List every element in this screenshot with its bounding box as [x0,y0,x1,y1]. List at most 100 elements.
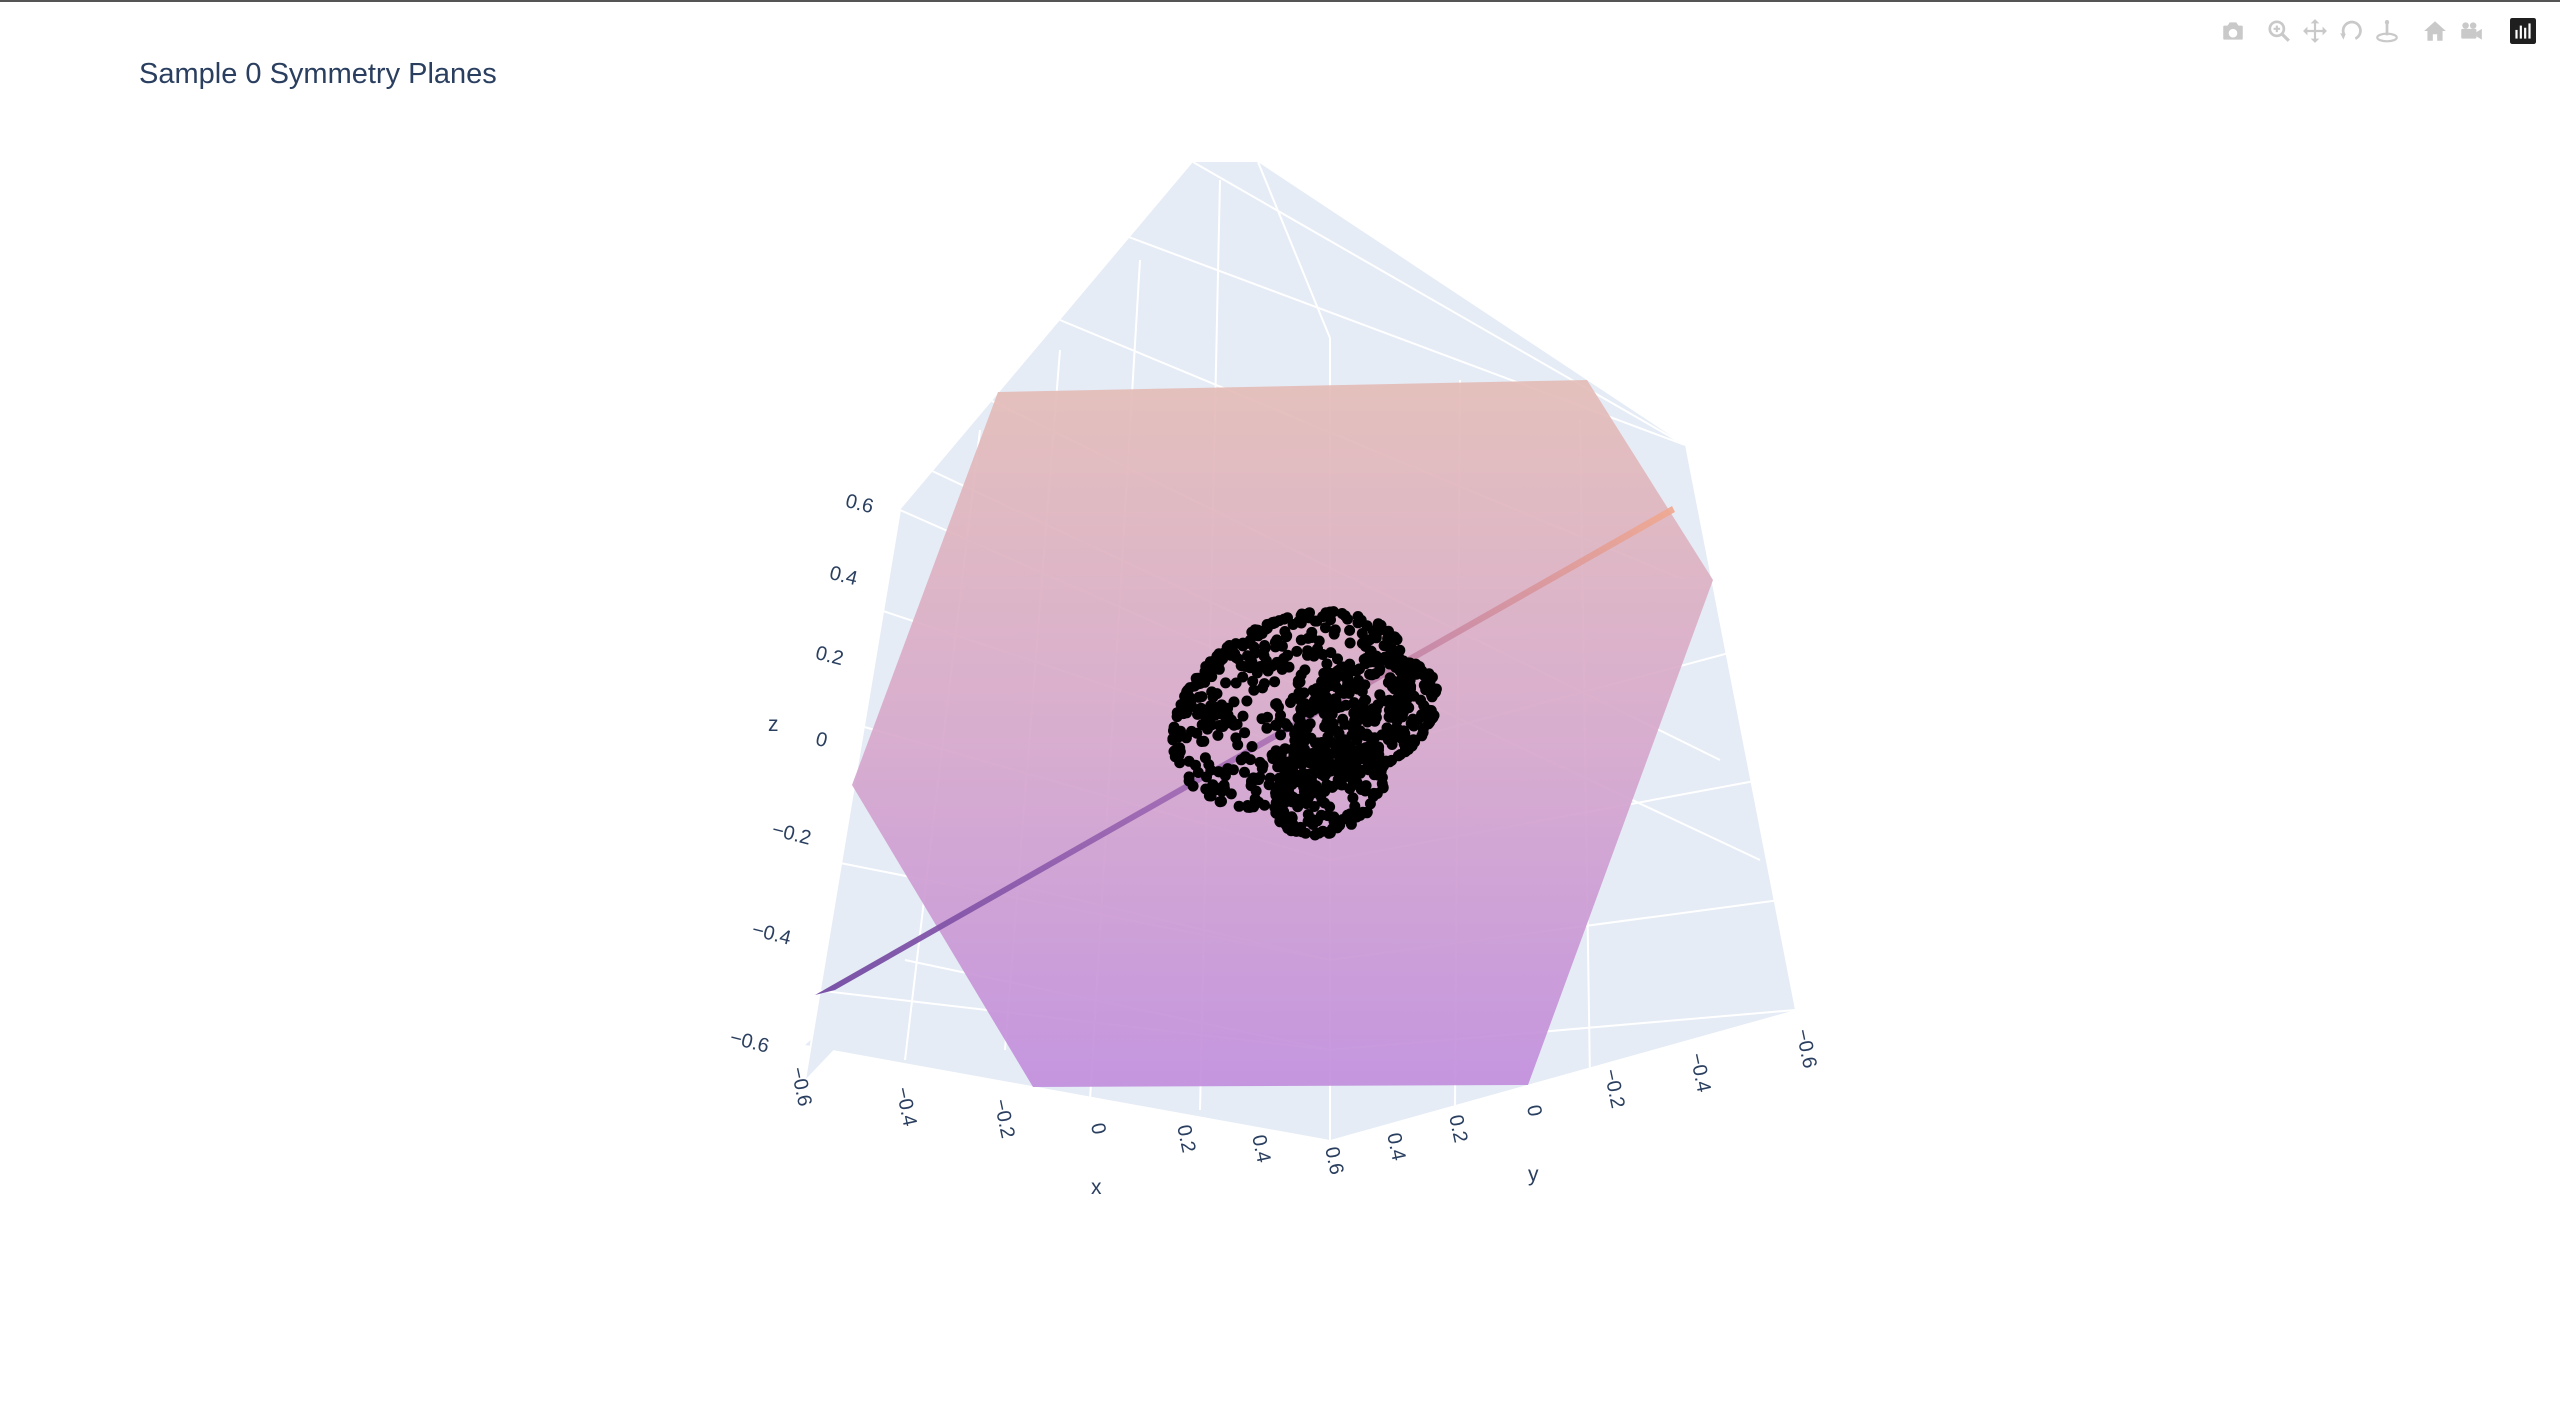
point-marker [1344,624,1356,636]
point-marker [1227,764,1239,776]
point-marker [1225,788,1237,800]
point-marker [1256,628,1268,639]
point-marker [1328,679,1340,690]
top-border [0,0,2560,2]
point-marker [1346,729,1358,741]
point-marker [1338,687,1350,699]
point-marker [1242,800,1254,811]
point-marker [1340,663,1351,674]
point-marker [1332,653,1343,665]
x-tick-label: −0.2 [989,1097,1019,1140]
x-tick-label: 0.4 [1247,1133,1274,1165]
point-marker [1373,620,1385,631]
point-marker [1349,800,1361,812]
point-marker [1228,696,1240,708]
camera-icon[interactable] [2216,14,2250,48]
point-marker [1299,785,1311,797]
zoom-icon[interactable] [2262,14,2296,48]
point-marker [1274,714,1286,726]
point-marker [1259,799,1270,811]
point-marker [1210,654,1222,666]
point-marker [1324,801,1336,813]
z-axis-title: z [768,713,779,736]
orbit-rotation-icon[interactable] [2334,14,2368,48]
point-marker [1275,729,1287,741]
point-marker [1237,710,1249,722]
z-tick-label: 0 [813,728,829,752]
point-marker [1183,771,1195,783]
point-marker [1227,649,1239,661]
point-marker [1297,767,1309,779]
point-marker [1203,790,1215,802]
point-marker [1346,721,1358,733]
point-marker [1348,756,1359,768]
x-tick-label: −0.4 [891,1085,921,1128]
point-marker [1360,730,1372,742]
point-marker [1246,741,1258,752]
point-marker [1321,658,1333,670]
point-marker [1399,731,1411,743]
point-marker [1312,643,1323,655]
point-marker [1300,756,1312,767]
point-marker [1407,734,1419,746]
point-marker [1270,658,1282,670]
point-marker [1302,645,1314,657]
point-marker [1205,764,1217,776]
point-marker [1359,785,1371,797]
point-marker [1323,827,1335,839]
point-marker [1242,650,1253,662]
point-marker [1344,783,1356,795]
point-marker [1199,752,1211,764]
point-marker [1387,678,1399,690]
point-marker [1233,800,1245,812]
point-marker [1408,690,1420,702]
plotly-logo-icon[interactable] [2506,14,2540,48]
point-marker [1347,745,1359,757]
y-tick-label: −0.2 [1599,1067,1629,1110]
home-icon[interactable] [2418,14,2452,48]
point-marker [1239,766,1250,778]
point-marker [1382,651,1394,662]
point-marker [1198,735,1210,747]
x-tick-label: 0.2 [1172,1123,1199,1155]
point-marker [1335,778,1347,789]
pan-icon[interactable] [2298,14,2332,48]
point-marker [1380,695,1392,707]
point-marker [1291,645,1303,657]
point-marker [1285,697,1296,708]
point-marker [1335,749,1347,760]
point-marker [1241,695,1253,707]
point-marker [1256,713,1268,725]
point-marker [1311,695,1323,707]
point-marker [1274,758,1286,770]
video-camera-icon[interactable] [2454,14,2488,48]
point-marker [1351,811,1363,823]
z-tick-label: 0.6 [843,490,875,518]
point-marker [1304,707,1316,719]
point-marker [1363,708,1375,720]
point-marker [1298,687,1310,699]
point-marker [1212,729,1224,741]
point-marker [1202,723,1213,735]
point-marker [1279,626,1291,637]
point-marker [1235,660,1247,672]
point-marker [1309,829,1321,841]
point-marker [1317,611,1329,623]
grid-line [804,509,901,1081]
point-marker [1196,691,1208,703]
point-marker [1389,631,1400,643]
point-marker [1254,771,1266,783]
z-tick-label: −0.6 [728,1027,772,1058]
point-marker [1274,778,1286,790]
turntable-rotation-icon[interactable] [2370,14,2404,48]
point-marker [1217,721,1229,732]
point-marker [1187,780,1199,792]
point-marker [1295,669,1307,681]
z-tick-label: 0.4 [827,562,859,590]
point-marker [1292,801,1304,813]
point-marker [1336,608,1348,619]
point-marker [1244,662,1256,674]
x-tick-label: 0.6 [1320,1145,1347,1177]
point-marker [1273,701,1284,713]
